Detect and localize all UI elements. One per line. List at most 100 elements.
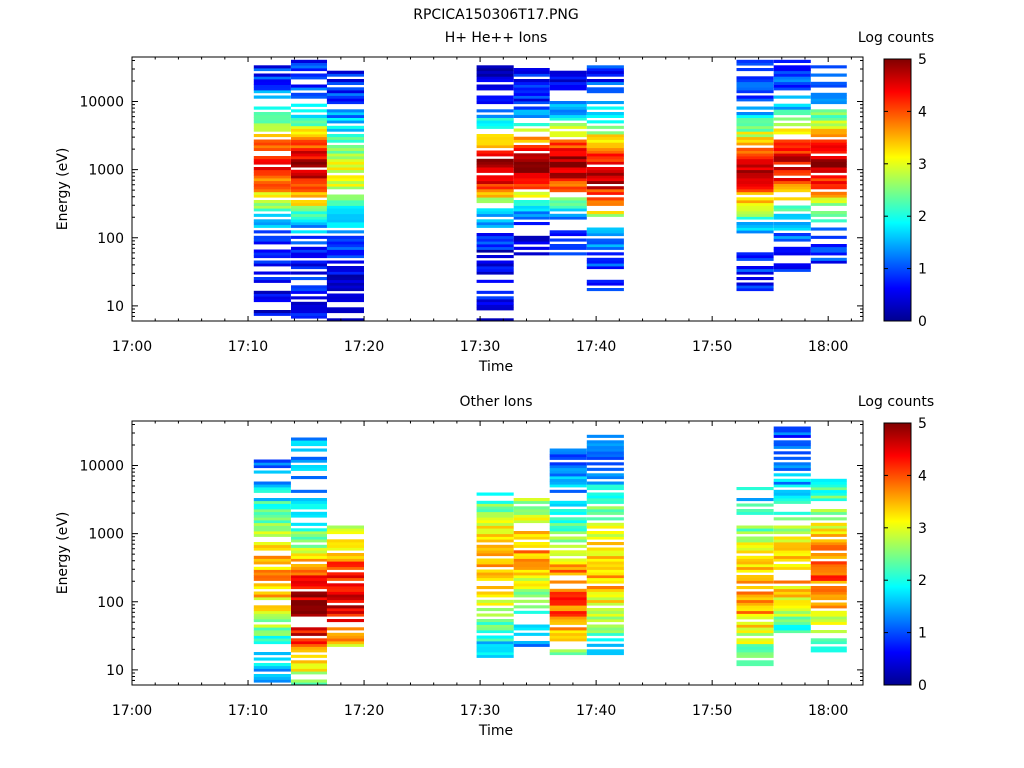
spectrogram-cell — [253, 219, 291, 223]
spectrogram-cell — [773, 268, 811, 272]
spectrogram-cell — [476, 304, 514, 308]
spectrogram-cell — [476, 514, 514, 518]
spectrogram-cell — [810, 492, 847, 496]
spectrogram-cell — [476, 635, 514, 639]
spectrogram-cell — [326, 528, 364, 532]
spectrogram-cell — [549, 189, 587, 193]
spectrogram-cell — [253, 616, 291, 620]
spectrogram-cell — [326, 117, 364, 121]
spectrogram-cell — [810, 200, 847, 204]
spectrogram-cell — [513, 599, 550, 603]
spectrogram-cell — [586, 238, 624, 242]
spectrogram-cell — [253, 194, 291, 198]
spectrogram-cell — [513, 583, 550, 587]
spectrogram-cell — [736, 652, 774, 656]
spectrogram-cell — [773, 462, 811, 466]
spectrogram-cell — [253, 555, 291, 559]
spectrogram-cell — [513, 153, 550, 157]
spectrogram-cell — [549, 616, 587, 620]
spectrogram-cell — [253, 462, 291, 466]
spectrogram-cell — [549, 147, 587, 151]
spectrogram-cell — [513, 90, 550, 94]
spectrogram-cell — [253, 186, 291, 190]
spectrogram-cell — [513, 101, 550, 105]
spectrogram-cell — [773, 451, 811, 455]
spectrogram-cell — [810, 569, 847, 573]
spectrogram-cell — [586, 282, 624, 286]
spectrogram-cell — [291, 580, 327, 584]
plot-frame — [131, 56, 864, 322]
spectrogram-cell — [326, 235, 364, 239]
spectrogram-cell — [810, 156, 847, 160]
spectrogram-cell — [291, 241, 327, 245]
spectrogram-cell — [810, 531, 847, 535]
spectrogram-cell — [326, 222, 364, 226]
spectrogram-cell — [513, 202, 550, 206]
spectrogram-cell — [549, 456, 587, 460]
x-tick-label: 17:00 — [112, 703, 152, 719]
spectrogram-cell — [773, 624, 811, 628]
spectrogram-cell — [326, 164, 364, 168]
spectrogram-cell — [326, 139, 364, 143]
spectrogram-cell — [253, 484, 291, 488]
spectrogram-cell — [513, 145, 550, 149]
spectrogram-cell — [291, 230, 327, 234]
spectrogram-cell — [326, 73, 364, 77]
spectrogram-cell — [586, 555, 624, 559]
spectrogram-cell — [291, 310, 327, 314]
spectrogram-cell — [253, 558, 291, 562]
spectrogram-cell — [291, 544, 327, 548]
spectrogram-cell — [253, 73, 291, 77]
spectrogram-cell — [476, 134, 514, 138]
spectrogram-cell — [476, 213, 514, 217]
spectrogram-cell — [773, 500, 811, 504]
spectrogram-cell — [476, 290, 514, 294]
spectrogram-cell — [513, 588, 550, 592]
spectrogram-cell — [253, 180, 291, 184]
spectrogram-cell — [810, 544, 847, 548]
spectrogram-cell — [586, 211, 624, 215]
spectrogram-cell — [253, 296, 291, 300]
spectrogram-cell — [773, 81, 811, 85]
spectrogram-cell — [586, 456, 624, 460]
spectrogram-cell — [549, 525, 587, 529]
spectrogram-cell — [586, 139, 624, 143]
spectrogram-cell — [773, 547, 811, 551]
spectrogram-cell — [549, 608, 587, 612]
spectrogram-cell — [810, 621, 847, 625]
spectrogram-cell — [476, 299, 514, 303]
spectrogram-cell — [291, 202, 327, 206]
spectrogram-cell — [476, 153, 514, 157]
spectrogram-cell — [549, 566, 587, 570]
spectrogram-cell — [513, 575, 550, 579]
spectrogram-cell — [326, 296, 364, 300]
spectrogram-cell — [736, 610, 774, 614]
spectrogram-cell — [549, 153, 587, 157]
spectrogram-cell — [253, 224, 291, 228]
spectrogram-cell — [476, 539, 514, 543]
spectrogram-cell — [810, 509, 847, 513]
spectrogram-cell — [326, 553, 364, 557]
spectrogram-cells — [253, 59, 847, 322]
spectrogram-cell — [291, 277, 327, 281]
spectrogram-cell — [253, 139, 291, 143]
spectrogram-cell — [736, 616, 774, 620]
spectrogram-cell — [513, 550, 550, 554]
spectrogram-cell — [773, 178, 811, 182]
spectrogram-cell — [549, 635, 587, 639]
spectrogram-cell — [586, 156, 624, 160]
spectrogram-cell — [326, 81, 364, 85]
spectrogram-cell — [736, 566, 774, 570]
spectrogram-cell — [513, 169, 550, 173]
x-axis-label: Time — [478, 723, 513, 739]
spectrogram-cell — [476, 564, 514, 568]
spectrogram-cell — [253, 178, 291, 182]
spectrogram-cell — [326, 70, 364, 74]
spectrogram-cell — [810, 191, 847, 195]
spectrogram-cell — [513, 624, 550, 628]
spectrogram-cell — [549, 125, 587, 129]
spectrogram-cell — [476, 646, 514, 650]
spectrogram-cell — [476, 84, 514, 88]
spectrogram-cell — [736, 602, 774, 606]
spectrogram-cell — [549, 175, 587, 179]
